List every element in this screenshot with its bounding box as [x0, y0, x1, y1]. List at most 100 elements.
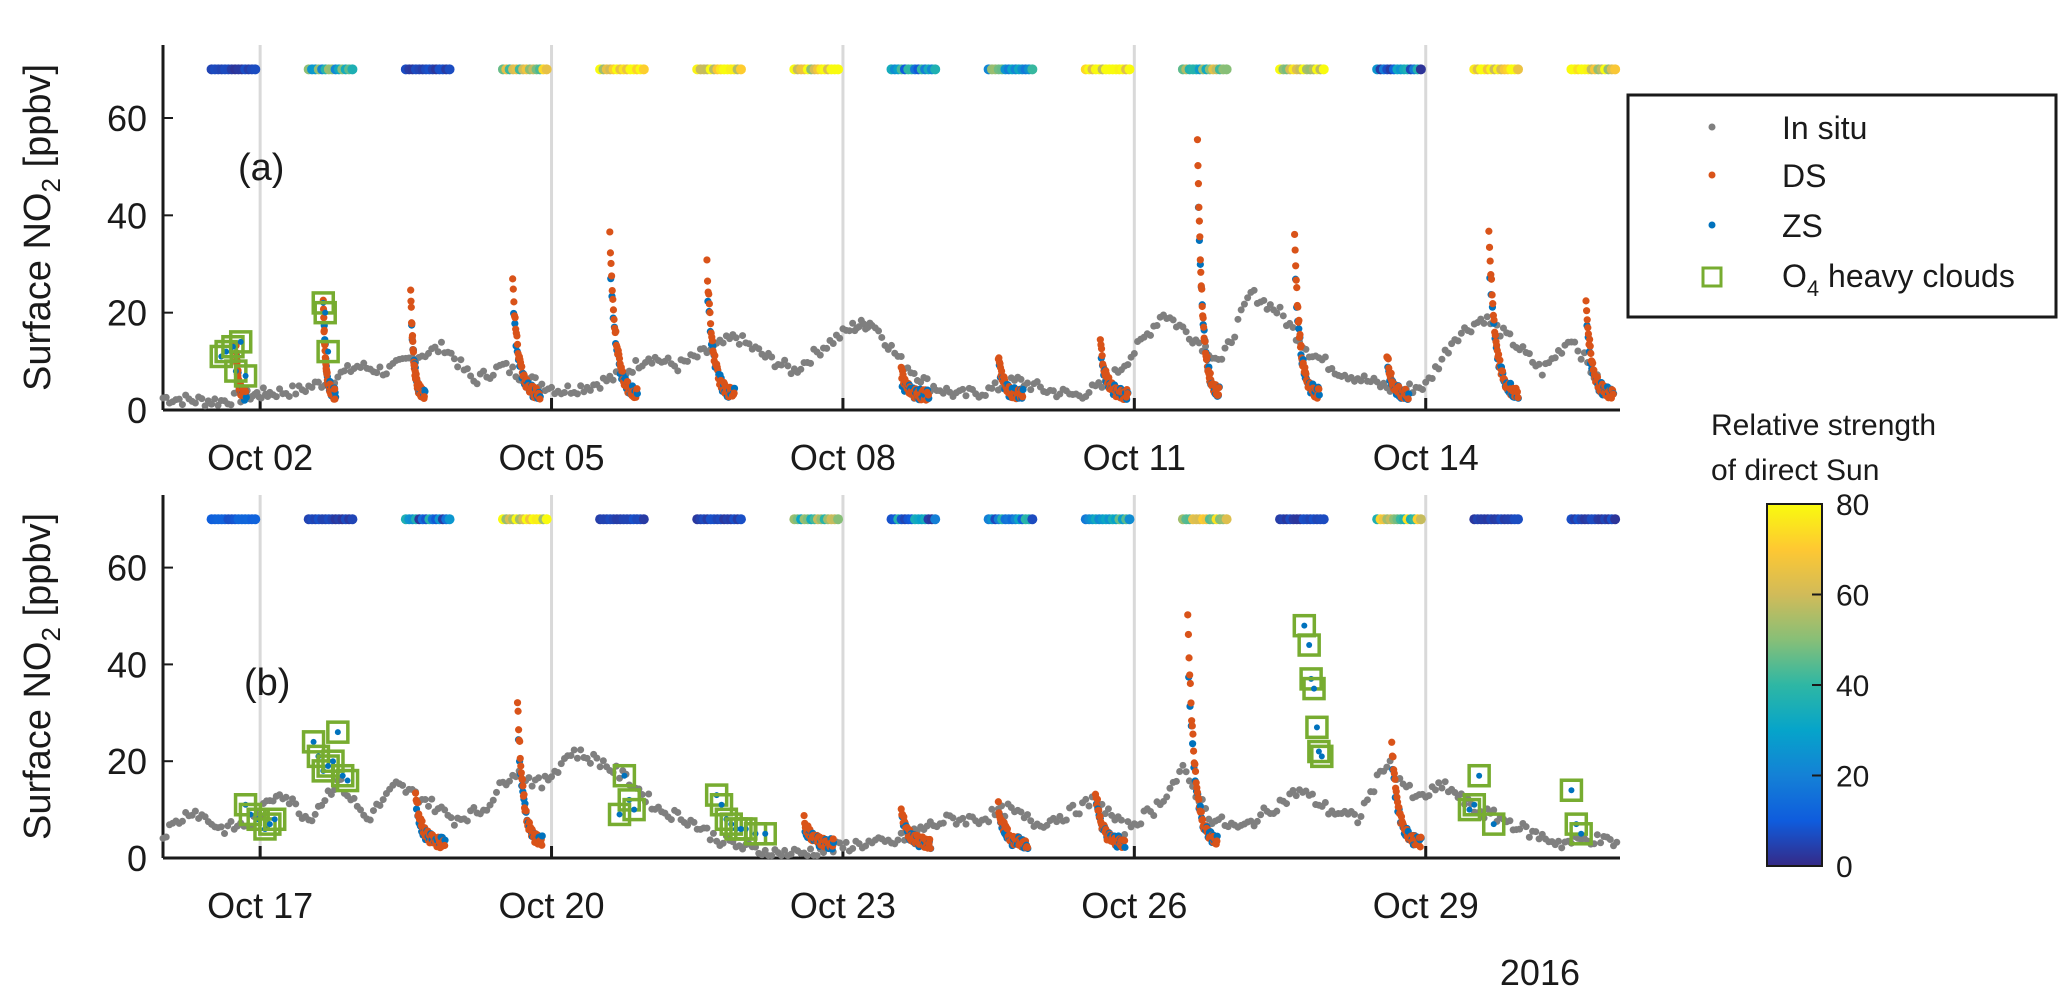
ds-point [1123, 389, 1132, 398]
ds-point [800, 811, 808, 820]
sun-strength-point [1610, 514, 1621, 525]
ds-point [536, 395, 544, 403]
insitu-point [1435, 365, 1443, 373]
y-axis-label-unit: [ppbv] [17, 513, 59, 627]
ds-point [331, 385, 339, 393]
ds-point [1093, 795, 1102, 803]
ds-point [1417, 833, 1425, 841]
insitu-point [1240, 300, 1248, 308]
ds-point [1121, 836, 1129, 845]
insitu-point [599, 757, 607, 765]
insitu-point [1506, 817, 1514, 825]
ds-point [1384, 355, 1392, 363]
ds-point [606, 249, 615, 257]
x-tick-label: Oct 23 [790, 885, 896, 926]
sun-strength-point [541, 514, 552, 525]
panel-label: (b) [244, 662, 290, 704]
ds-point [926, 835, 934, 844]
legend: In situ DS ZS O4 heavy clouds [1626, 93, 2058, 319]
insitu-point [1085, 389, 1093, 397]
insitu-point [350, 794, 358, 802]
insitu-point [648, 359, 656, 367]
y-axis-label-main: Surface NO [17, 642, 59, 841]
insitu-point [1480, 319, 1488, 327]
insitu-point [803, 852, 811, 860]
insitu-point [360, 359, 368, 367]
ds-point [509, 275, 517, 283]
zs-point [344, 777, 351, 784]
ds-point [1292, 262, 1300, 270]
ds-point [516, 737, 524, 745]
insitu-point [314, 378, 322, 386]
insitu-point [894, 836, 902, 844]
insitu-point [548, 383, 556, 391]
ds-point [703, 277, 712, 285]
ds-point [1196, 233, 1204, 241]
ds-point [1583, 316, 1591, 324]
insitu-point [201, 402, 209, 410]
insitu-point [538, 784, 546, 792]
insitu-point [897, 829, 905, 837]
x-tick-label: Oct 14 [1373, 437, 1479, 478]
insitu-point [502, 359, 510, 367]
zs-point [1295, 325, 1303, 333]
cloud-marker [607, 802, 632, 827]
insitu-point [1532, 828, 1540, 836]
insitu-point [308, 383, 316, 391]
x-tick-label: Oct 20 [499, 885, 605, 926]
zs-point [1490, 821, 1497, 828]
legend-zs-label: ZS [1782, 208, 1823, 244]
insitu-point [178, 401, 186, 409]
ds-point [1416, 843, 1424, 851]
zs-point [1315, 391, 1323, 399]
zs-point [1318, 753, 1325, 760]
cloud-marker [1310, 744, 1334, 769]
insitu-point [227, 401, 235, 409]
insitu-point [684, 821, 692, 829]
cloud-marker [622, 797, 646, 822]
zs-point [1471, 801, 1478, 808]
insitu-point [674, 367, 682, 375]
sun-strength-point [735, 514, 746, 525]
insitu-point [1124, 361, 1132, 369]
insitu-point [211, 395, 219, 403]
ds-point [1485, 227, 1493, 235]
insitu-point [473, 380, 481, 388]
ds-point [510, 298, 518, 306]
ds-point [408, 332, 417, 340]
ds-point [610, 315, 618, 324]
y-tick-label: 0 [127, 390, 147, 431]
ds-point [1003, 825, 1012, 833]
cloud-marker [1467, 763, 1491, 788]
insitu-point [1519, 343, 1527, 351]
insitu-point [1182, 328, 1190, 336]
insitu-point [777, 852, 785, 860]
ds-point [1513, 388, 1521, 396]
insitu-point [554, 769, 562, 777]
insitu-point [1357, 813, 1365, 821]
cloud-marker [753, 822, 777, 846]
colorbar-tick-label: 80 [1836, 489, 1869, 522]
insitu-point [645, 790, 653, 798]
insitu-point [1244, 294, 1252, 302]
insitu-point [548, 773, 556, 781]
insitu-point [505, 369, 513, 377]
insitu-point [693, 353, 701, 361]
insitu-point [463, 365, 471, 373]
ds-point [1189, 747, 1198, 755]
ds-point [1213, 837, 1221, 845]
sun-strength-point [1610, 64, 1621, 75]
legend-clouds-label: O4 heavy clouds [1782, 258, 2015, 301]
ds-point [615, 354, 624, 363]
insitu-point [1431, 786, 1439, 794]
insitu-point [836, 839, 844, 847]
zs-point [1189, 740, 1197, 748]
insitu-point [441, 806, 449, 814]
zs-point [339, 772, 346, 779]
ds-point [522, 807, 530, 815]
ds-point [706, 309, 714, 317]
insitu-point [1195, 339, 1203, 347]
ds-point [1490, 316, 1498, 324]
sun-strength-point [930, 64, 941, 75]
ds-point [1098, 352, 1106, 360]
